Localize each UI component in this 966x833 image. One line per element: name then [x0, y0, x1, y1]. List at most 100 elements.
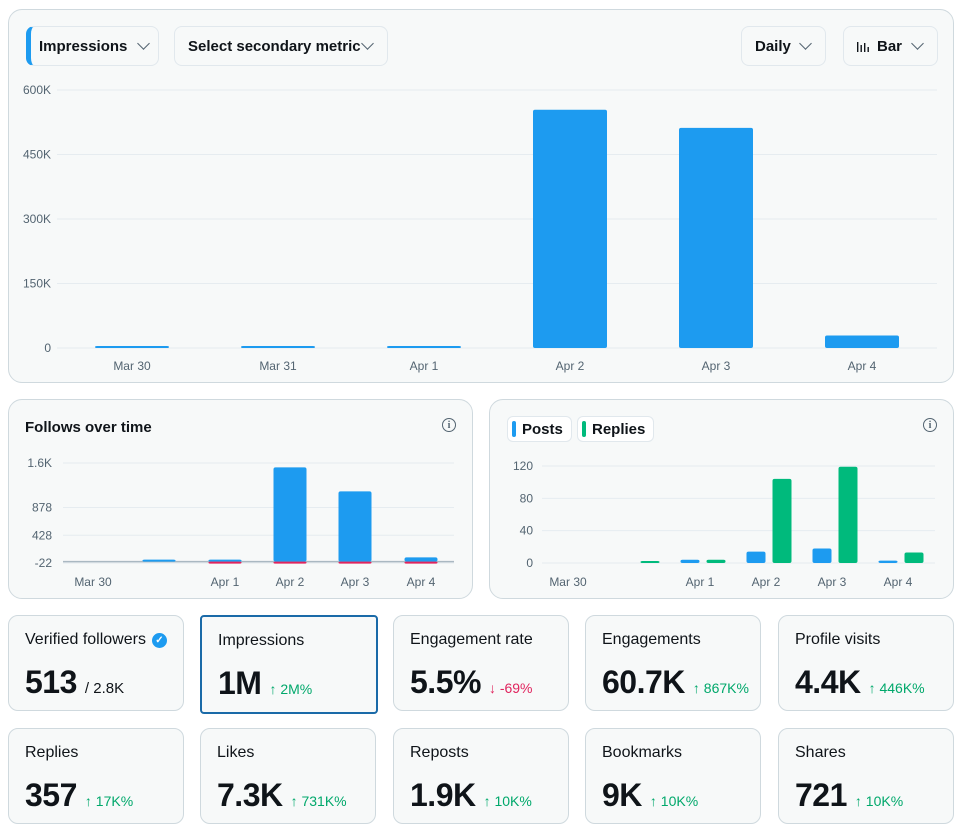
metric-value: 5.5% — [410, 664, 481, 700]
metric-label-text: Shares — [795, 744, 846, 761]
metric-card-replies[interactable]: Replies 357 ↑ 17K% — [8, 728, 184, 824]
metric-value: 7.3K — [217, 777, 283, 813]
metric-change: ↑ 446K% — [868, 680, 925, 696]
x-tick-label: Mar 30 — [113, 359, 151, 373]
interval-dropdown[interactable]: Daily — [741, 26, 826, 66]
metric-change: ↑ 10K% — [483, 793, 532, 809]
info-icon[interactable]: i — [442, 418, 456, 432]
bar — [273, 467, 307, 562]
metric-label: Engagements — [602, 631, 744, 649]
metric-value-row: 357 ↑ 17K% — [25, 777, 133, 814]
bar — [387, 346, 461, 348]
metric-value-row: 1.9K ↑ 10K% — [410, 777, 532, 814]
metric-total: / 2.8K — [84, 680, 125, 697]
bar — [208, 559, 242, 562]
y-tick-label: 80 — [520, 491, 534, 505]
metric-value-row: 513 / 2.8K — [25, 664, 124, 701]
interval-label: Daily — [755, 37, 791, 55]
follows-panel: Follows over time i 1.6K 878 428 -22 Mar 30 A… — [8, 399, 473, 599]
y-tick-label: 450K — [23, 148, 51, 162]
x-tick-label: Apr 1 — [211, 575, 240, 589]
legend-posts[interactable]: Posts — [507, 416, 572, 442]
legend-replies[interactable]: Replies — [577, 416, 655, 442]
metric-card-verified-followers[interactable]: Verified followers ✓ 513 / 2.8K — [8, 615, 184, 711]
metric-card-engagement-rate[interactable]: Engagement rate 5.5% ↓ -69% — [393, 615, 569, 711]
x-tick-label: Apr 3 — [818, 575, 847, 589]
metric-value: 60.7K — [602, 664, 685, 700]
chart-type-dropdown[interactable]: Bar — [843, 26, 938, 66]
metric-change: ↑ 17K% — [84, 793, 134, 809]
metric-card-reposts[interactable]: Reposts 1.9K ↑ 10K% — [393, 728, 569, 824]
metric-label: Verified followers ✓ — [25, 631, 167, 649]
metric-card-engagements[interactable]: Engagements 60.7K ↑ 867K% — [585, 615, 761, 711]
metric-value: 9K — [602, 777, 642, 813]
y-tick-label: 600K — [23, 83, 51, 97]
y-tick-label: -22 — [35, 556, 53, 570]
follows-chart: 1.6K 878 428 -22 Mar 30 Apr 1 Apr 2 Apr 3 Apr 4 — [27, 456, 454, 589]
y-tick-label: 120 — [513, 459, 533, 473]
bar-chart-icon — [857, 42, 869, 52]
posts-replies-chart: 120 80 40 0 Mar 30 Apr 1 Apr 2 Apr 3 Apr 4 — [513, 459, 935, 589]
metric-value-row: 4.4K ↑ 446K% — [795, 664, 925, 701]
x-tick-label: Mar 31 — [259, 359, 297, 373]
y-tick-label: 40 — [520, 524, 534, 538]
bar — [679, 127, 753, 348]
metric-card-bookmarks[interactable]: Bookmarks 9K ↑ 10K% — [585, 728, 761, 824]
y-tick-label: 428 — [32, 528, 52, 542]
x-tick-label: Apr 2 — [276, 575, 305, 589]
metric-value-row: 5.5% ↓ -69% — [410, 664, 533, 701]
bar — [878, 560, 898, 563]
follows-title: Follows over time — [25, 419, 152, 436]
bar — [812, 548, 832, 563]
bar — [404, 561, 438, 564]
bar — [746, 551, 766, 563]
bar — [241, 346, 315, 348]
metric-label-text: Bookmarks — [602, 744, 683, 761]
metric-value-row: 7.3K ↑ 731K% — [217, 777, 347, 814]
metric-value: 4.4K — [795, 664, 861, 700]
metric-label-text: Verified followers — [25, 631, 146, 648]
x-tick-label: Apr 2 — [752, 575, 781, 589]
metric-value-row: 1M ↑ 2M% — [218, 665, 312, 702]
legend-posts-label: Posts — [522, 420, 563, 438]
y-tick-label: 300K — [23, 212, 51, 226]
metric-change: ↑ 2M% — [269, 681, 313, 697]
x-tick-label: Mar 30 — [74, 575, 112, 589]
metric-value-row: 60.7K ↑ 867K% — [602, 664, 749, 701]
x-tick-label: Apr 3 — [702, 359, 731, 373]
x-tick-label: Apr 1 — [410, 359, 439, 373]
y-tick-label: 0 — [526, 556, 533, 570]
primary-metric-label: Impressions — [39, 37, 128, 55]
legend-posts-swatch — [512, 421, 516, 437]
metric-label-text: Impressions — [218, 632, 305, 649]
bar — [142, 559, 176, 562]
metric-label: Shares — [795, 744, 937, 762]
metric-label-text: Engagement rate — [410, 631, 533, 648]
bar — [533, 109, 607, 348]
metric-value: 1M — [218, 665, 262, 701]
bar — [772, 478, 792, 563]
metric-value: 721 — [795, 777, 847, 813]
metric-card-shares[interactable]: Shares 721 ↑ 10K% — [778, 728, 954, 824]
bar — [640, 561, 660, 563]
y-tick-label: 1.6K — [27, 456, 52, 470]
primary-metric-dropdown[interactable]: Impressions — [26, 26, 159, 66]
bar — [706, 559, 726, 563]
bar — [404, 557, 438, 562]
main-chart-panel: Impressions Select secondary metric Dail… — [8, 9, 954, 383]
metric-change: ↑ 867K% — [692, 680, 749, 696]
metric-value: 357 — [25, 777, 77, 813]
x-tick-label: Apr 4 — [884, 575, 913, 589]
x-tick-label: Apr 4 — [848, 359, 877, 373]
metric-label: Replies — [25, 744, 167, 762]
metric-value-row: 721 ↑ 10K% — [795, 777, 903, 814]
bar — [338, 561, 372, 564]
metric-card-likes[interactable]: Likes 7.3K ↑ 731K% — [200, 728, 376, 824]
metric-card-profile-visits[interactable]: Profile visits 4.4K ↑ 446K% — [778, 615, 954, 711]
metric-label: Reposts — [410, 744, 552, 762]
metric-card-impressions[interactable]: Impressions 1M ↑ 2M% — [200, 615, 378, 714]
secondary-metric-dropdown[interactable]: Select secondary metric — [174, 26, 388, 66]
metric-change: ↑ 10K% — [649, 793, 699, 809]
info-icon[interactable]: i — [923, 418, 937, 432]
bar — [273, 561, 307, 564]
